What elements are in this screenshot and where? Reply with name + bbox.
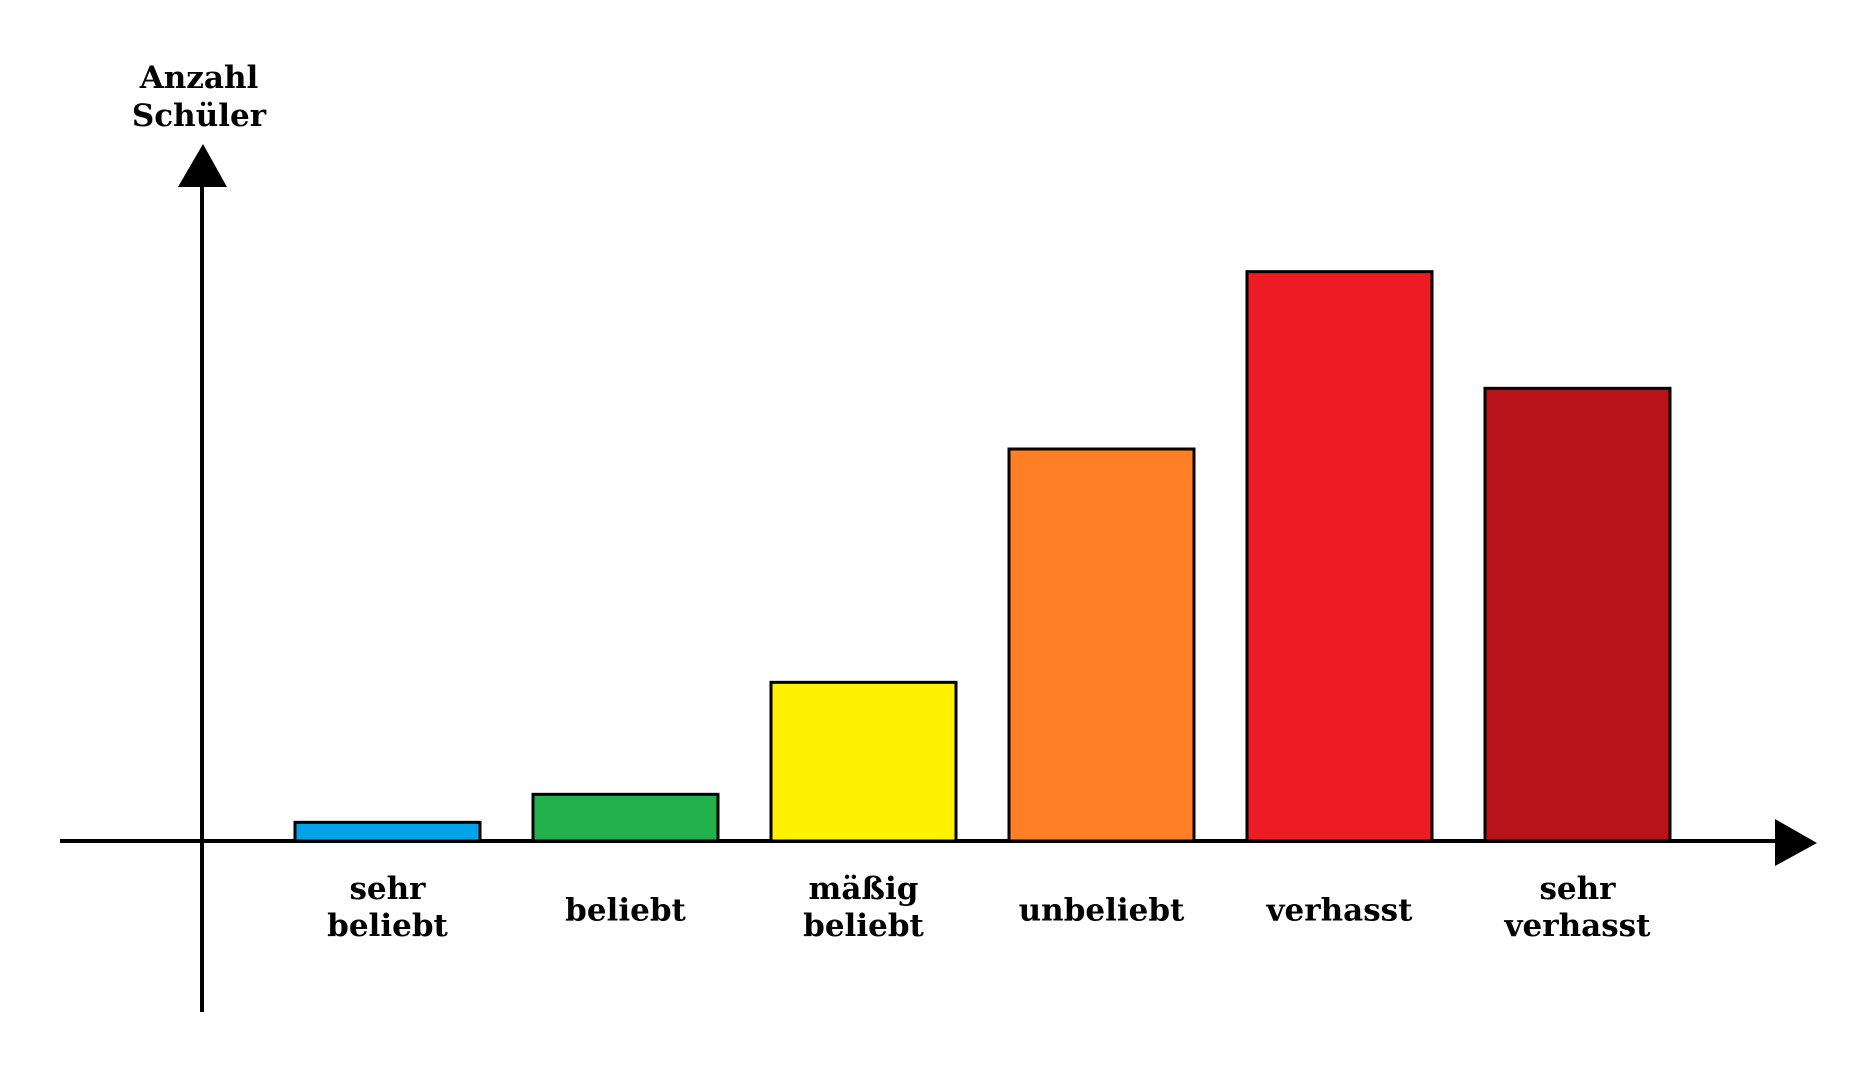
y-axis-label-line-1: Anzahl — [139, 60, 259, 96]
bar-5 — [1483, 386, 1672, 843]
x-tick-label-3-line-1: unbeliebt — [1019, 893, 1185, 929]
bar-2 — [769, 680, 958, 843]
x-tick-label-5-line-2: verhasst — [1504, 908, 1652, 944]
x-tick-label-2-line-1: mäßig — [809, 871, 919, 907]
bar-0 — [293, 820, 482, 843]
x-tick-label-2-line-2: beliebt — [803, 908, 924, 944]
bar-3 — [1007, 447, 1196, 843]
bars — [293, 270, 1672, 843]
y-axis-label-line-2: Schüler — [132, 98, 267, 134]
y-axis-arrow-icon — [178, 144, 227, 187]
x-tick-label-4-line-1: verhasst — [1266, 893, 1414, 929]
bar-1 — [531, 792, 720, 843]
x-tick-label-5-line-1: sehr — [1539, 871, 1616, 907]
x-tick-label-0-line-1: sehr — [349, 871, 426, 907]
x-tick-label-1-line-1: beliebt — [565, 893, 686, 929]
x-tick-label-0-line-2: beliebt — [327, 908, 448, 944]
x-axis-arrow-icon — [1775, 819, 1817, 866]
bar-4 — [1245, 270, 1434, 843]
